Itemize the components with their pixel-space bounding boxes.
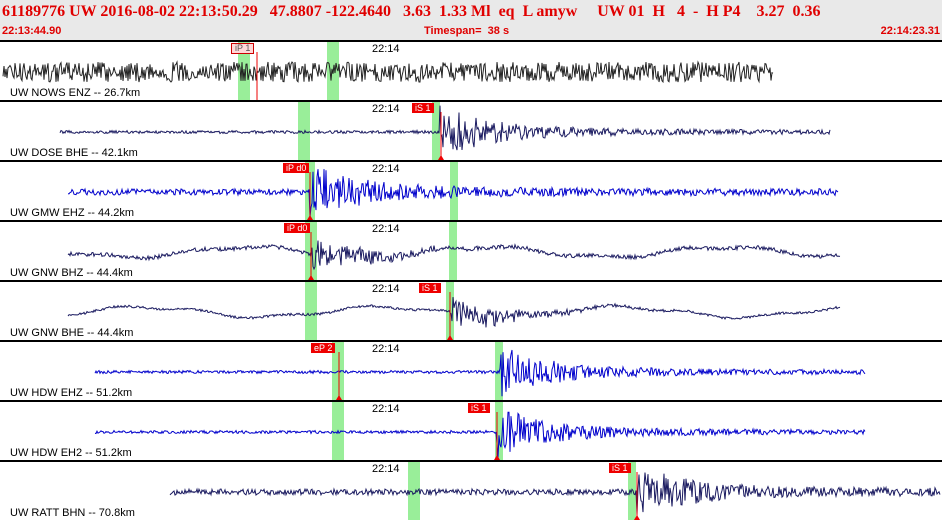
phase-pick-label[interactable]: iP d0 xyxy=(284,223,311,233)
station-label: UW RATT BHN -- 70.8km xyxy=(10,507,135,519)
station-label: UW HDW EH2 -- 51.2km xyxy=(10,447,132,459)
seismic-trace xyxy=(2,60,774,84)
time-tick-label: 22:14 xyxy=(372,103,400,115)
waveform-canvas xyxy=(94,402,866,460)
seismic-trace xyxy=(169,472,941,515)
timespan: Timespan= 38 s xyxy=(424,25,510,37)
time-tick-label: 22:14 xyxy=(372,463,400,475)
station-label: UW HDW EHZ -- 51.2km xyxy=(10,387,133,399)
travel-time-window xyxy=(432,102,440,160)
seismic-trace xyxy=(94,411,866,458)
waveform-panels: 22:14 iP 1 UW NOWS ENZ -- 26.7km 22:14 iS 1 U… xyxy=(0,40,942,520)
phase-pick-label[interactable]: iP 1 xyxy=(231,43,255,54)
pick-marker-icon[interactable] xyxy=(494,455,500,460)
seismic-trace xyxy=(94,349,866,397)
station-label: UW GMW EHZ -- 44.2km xyxy=(10,207,135,219)
pick-marker-icon[interactable] xyxy=(307,215,313,220)
waveform-panel[interactable]: 22:14 iS 1 UW DOSE BHE -- 42.1km xyxy=(0,100,942,160)
waveform-canvas xyxy=(67,162,839,220)
waveform-canvas xyxy=(2,42,774,100)
waveform-panel[interactable]: 22:14 iP 1 UW NOWS ENZ -- 26.7km xyxy=(0,40,942,100)
travel-time-window xyxy=(495,402,503,460)
pick-marker-icon[interactable] xyxy=(447,335,453,340)
time-tick-label: 22:14 xyxy=(372,163,400,175)
pick-marker-icon[interactable] xyxy=(336,395,342,400)
time-tick-label: 22:14 xyxy=(372,43,400,55)
station-label: UW GNW BHE -- 44.4km xyxy=(10,327,134,339)
travel-time-window xyxy=(450,162,458,220)
time-tick-label: 22:14 xyxy=(372,343,400,355)
phase-pick-label[interactable]: iS 1 xyxy=(419,283,441,293)
pick-marker-icon[interactable] xyxy=(308,275,314,280)
travel-time-window xyxy=(408,462,420,520)
station-label: UW DOSE BHE -- 42.1km xyxy=(10,147,138,159)
phase-pick-label[interactable]: iS 1 xyxy=(609,463,631,473)
waveform-panel[interactable]: 22:14 iP d0 UW GNW BHZ -- 44.4km xyxy=(0,220,942,280)
start-time: 22:13:44.90 xyxy=(2,25,62,37)
phase-pick-label[interactable]: eP 2 xyxy=(311,343,336,353)
event-summary: 61189776 UW 2016-08-02 22:13:50.29 47.88… xyxy=(2,3,821,20)
pick-marker-icon[interactable] xyxy=(438,155,444,160)
travel-time-window xyxy=(298,102,310,160)
waveform-panel[interactable]: 22:14 eP 2 UW HDW EHZ -- 51.2km xyxy=(0,340,942,400)
seismic-trace xyxy=(67,297,841,328)
event-header: 61189776 UW 2016-08-02 22:13:50.29 47.88… xyxy=(0,0,942,40)
station-label: UW GNW BHZ -- 44.4km xyxy=(10,267,133,279)
waveform-panel[interactable]: 22:14 iS 1 UW HDW EH2 -- 51.2km xyxy=(0,400,942,460)
phase-pick-label[interactable]: iP d0 xyxy=(283,163,310,173)
waveform-canvas xyxy=(94,342,866,400)
waveform-canvas xyxy=(169,462,941,520)
phase-pick-label[interactable]: iS 1 xyxy=(412,103,434,113)
travel-time-window xyxy=(449,222,457,280)
time-tick-label: 22:14 xyxy=(372,223,400,235)
station-label: UW NOWS ENZ -- 26.7km xyxy=(10,87,141,99)
waveform-panel[interactable]: 22:14 iS 1 UW RATT BHN -- 70.8km xyxy=(0,460,942,520)
waveform-panel[interactable]: 22:14 iS 1 UW GNW BHE -- 44.4km xyxy=(0,280,942,340)
pick-marker-icon[interactable] xyxy=(634,515,640,520)
waveform-canvas xyxy=(59,102,831,160)
time-tick-label: 22:14 xyxy=(372,283,400,295)
seismic-trace xyxy=(67,240,841,271)
travel-time-window xyxy=(305,282,317,340)
waveform-canvas xyxy=(67,222,841,280)
waveform-canvas xyxy=(67,282,841,340)
waveform-panel[interactable]: 22:14 iP d0 UW GMW EHZ -- 44.2km xyxy=(0,160,942,220)
seismic-trace xyxy=(59,105,831,151)
phase-pick-label[interactable]: iS 1 xyxy=(468,403,490,413)
end-time: 22:14:23.31 xyxy=(880,25,940,37)
time-tick-label: 22:14 xyxy=(372,403,400,415)
seismic-trace xyxy=(67,169,839,218)
